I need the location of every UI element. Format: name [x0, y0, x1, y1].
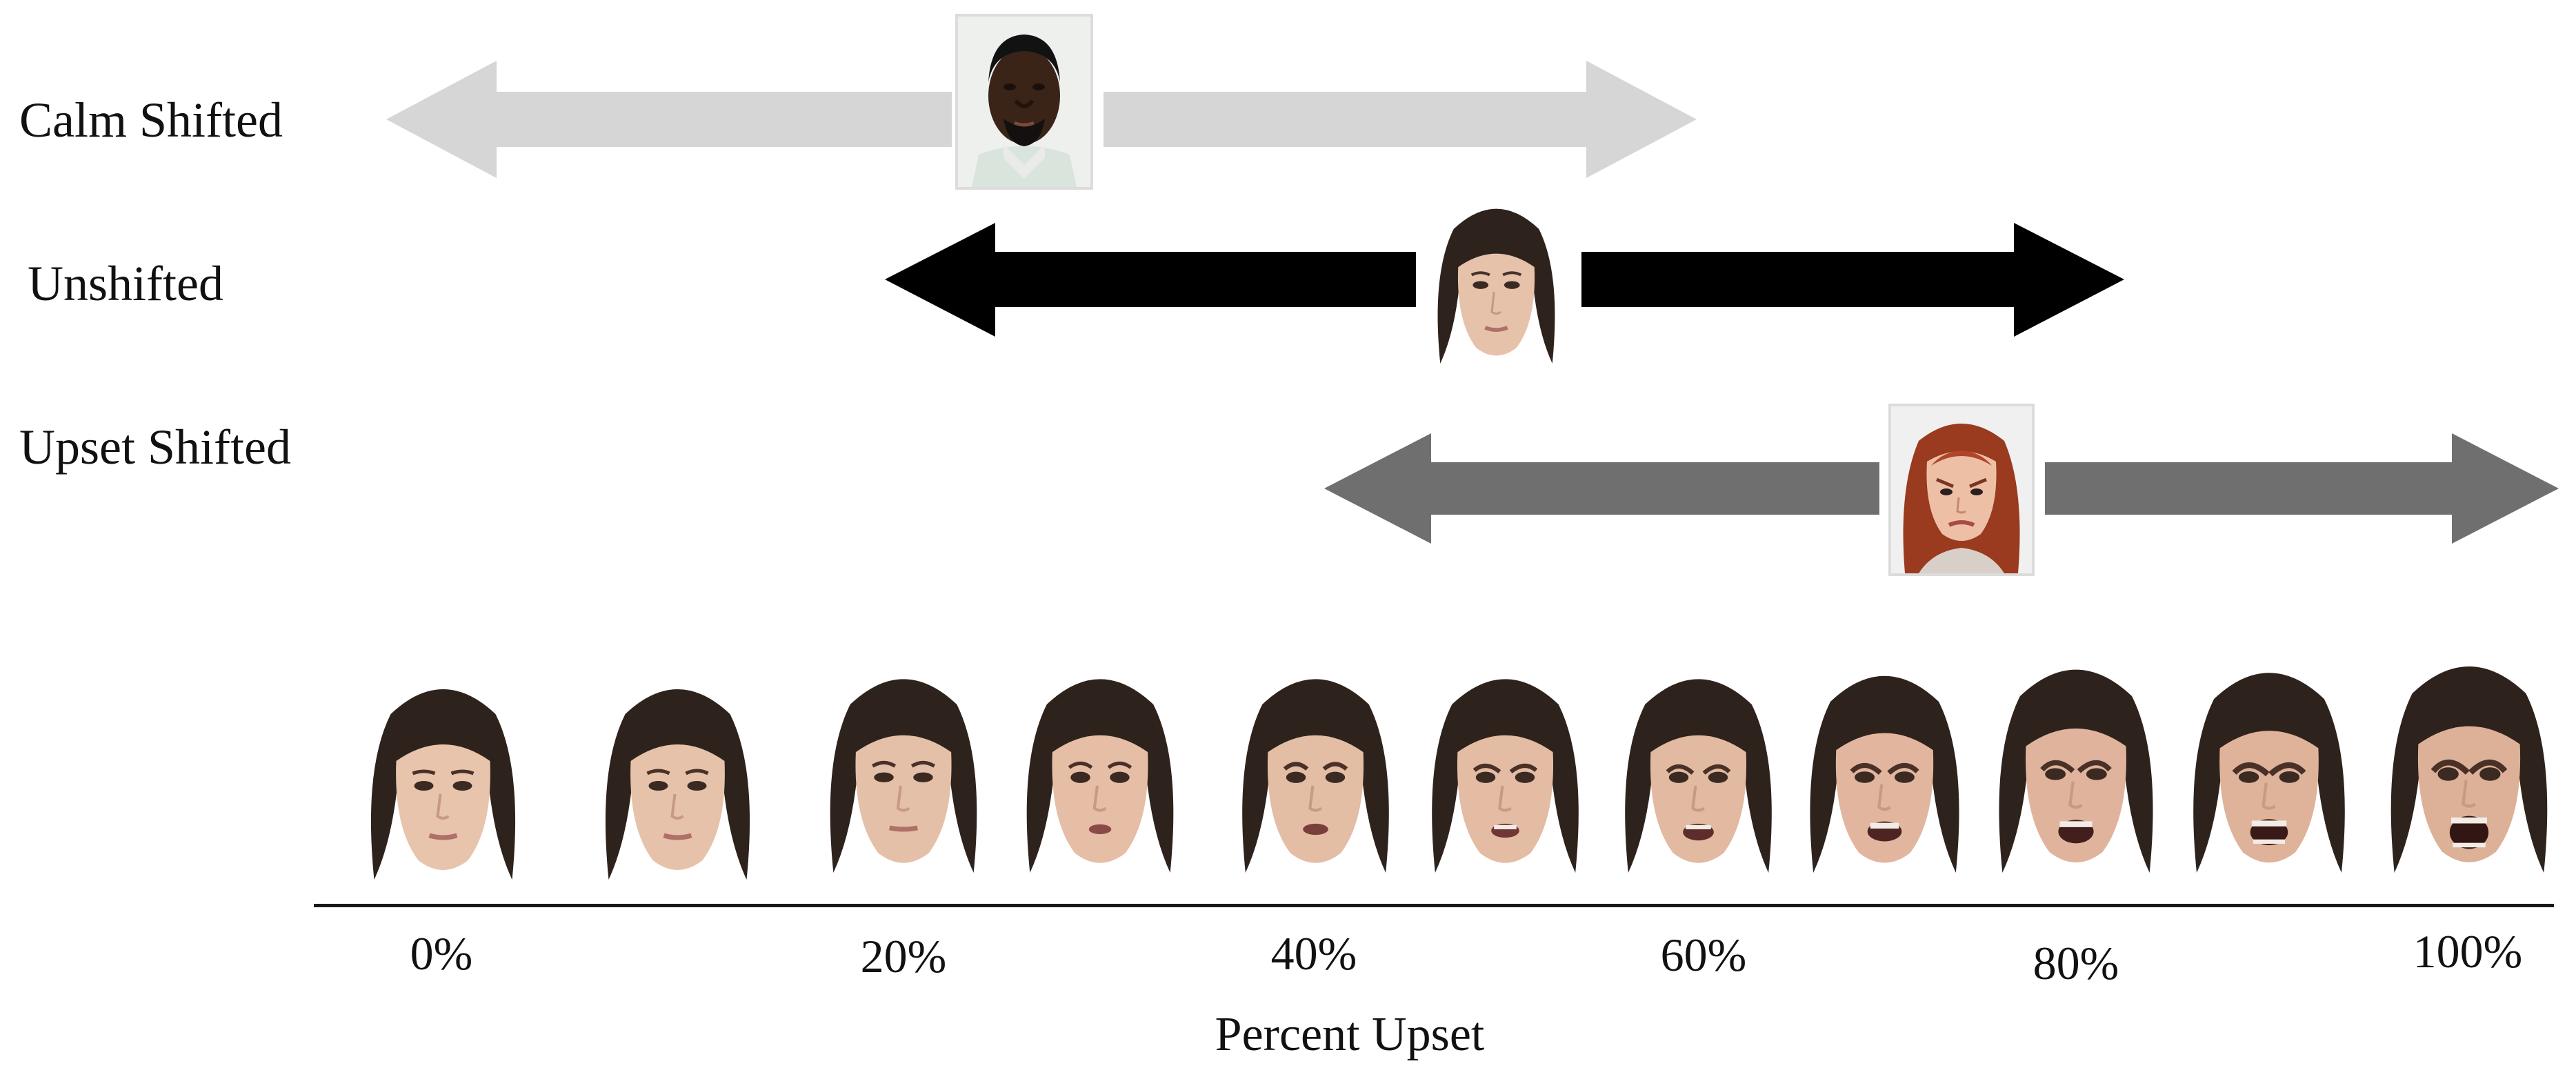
x-axis-title: Percent Upset	[1215, 1008, 1485, 1061]
tick-label-20: 20%	[860, 930, 947, 982]
morph-face-30	[1026, 679, 1174, 873]
tick-label-40: 40%	[1270, 927, 1357, 980]
upset-shifted-range-arrow	[1324, 433, 2559, 544]
morph-face-70	[1810, 675, 1959, 873]
morph-face-0	[370, 689, 516, 880]
morph-face-50	[1432, 679, 1579, 873]
row-label-calm-shifted: Calm Shifted	[19, 92, 283, 148]
morph-face-80	[1999, 669, 2153, 873]
unshifted-face-photo	[1437, 208, 1555, 364]
tick-label-100: 100%	[2413, 925, 2523, 978]
woman-angry-face-icon	[1891, 406, 2032, 573]
tick-label-0: 0%	[410, 927, 473, 980]
morph-face-100	[2390, 666, 2548, 873]
calm-shifted-range-arrow	[386, 61, 1697, 178]
morph-face-60	[1625, 679, 1772, 873]
row-label-unshifted: Unshifted	[28, 256, 223, 311]
unshifted-arrow-right	[1581, 223, 2124, 337]
morph-face-40	[1242, 679, 1389, 873]
x-axis-line	[314, 904, 2554, 907]
upset-shifted-arrow-right	[2045, 433, 2559, 544]
tick-label-80: 80%	[2033, 937, 2119, 989]
calm-shifted-face-photo	[955, 14, 1093, 190]
morph-face-90	[2193, 673, 2345, 873]
unshifted-range-arrow	[885, 223, 2124, 337]
unshifted-arrow-left	[885, 223, 1416, 337]
tick-label-60: 60%	[1660, 929, 1747, 981]
man-face-icon	[958, 17, 1090, 187]
morph-face-10	[605, 689, 750, 880]
upset-shifted-arrow-left	[1324, 433, 1879, 544]
calm-shifted-arrow-right	[1104, 61, 1697, 178]
row-label-upset-shifted: Upset Shifted	[19, 419, 291, 475]
upset-shifted-face-photo	[1888, 404, 2035, 576]
morph-face-20	[830, 679, 977, 873]
calm-shifted-arrow-left	[386, 61, 952, 178]
